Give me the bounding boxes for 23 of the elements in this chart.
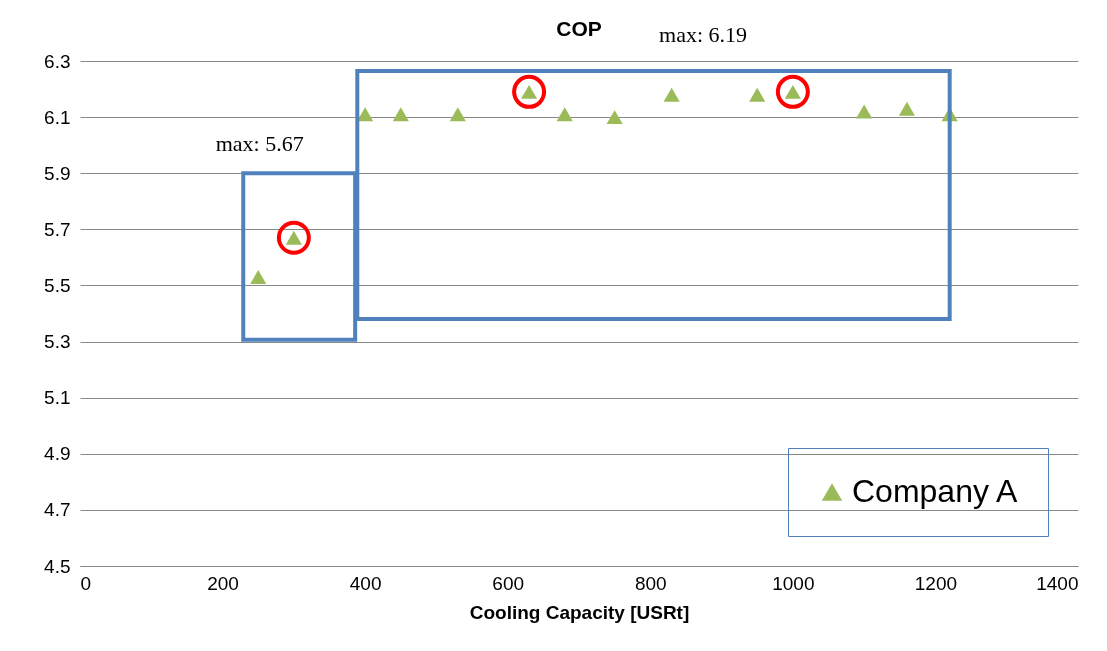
y-tick-label: 5.1 [44, 387, 71, 409]
x-tick-label: 800 [634, 572, 667, 594]
y-tick-label: 5.5 [44, 274, 71, 296]
y-tick-label: 4.9 [44, 443, 71, 465]
text: max: 6.19 [659, 21, 748, 47]
y-tick-label: 6.1 [44, 106, 71, 128]
x-axis-title: Cooling Capacity [USRt] [469, 601, 690, 623]
y-tick-label: 5.7 [44, 218, 71, 240]
y-tick-label: 4.5 [44, 555, 71, 577]
x-tick-label: 1000 [772, 572, 815, 594]
x-tick-label: 400 [349, 572, 382, 594]
y-tick-label: 6.3 [44, 50, 71, 72]
x-tick-label: 200 [207, 572, 239, 594]
y-tick-label: 4.7 [44, 499, 71, 521]
x-tick-label: 1400 [1036, 572, 1079, 594]
x-tick-label: 0 [80, 572, 92, 594]
y-tick-label: 5.9 [44, 162, 71, 184]
chart-title: COP [556, 16, 602, 40]
y-tick-label: 5.3 [44, 331, 71, 353]
x-tick-label: 600 [492, 572, 525, 594]
x-tick-label: 1200 [914, 572, 958, 594]
legend-label: Company A [852, 473, 1019, 509]
annotation: max: 5.67 [215, 131, 304, 157]
